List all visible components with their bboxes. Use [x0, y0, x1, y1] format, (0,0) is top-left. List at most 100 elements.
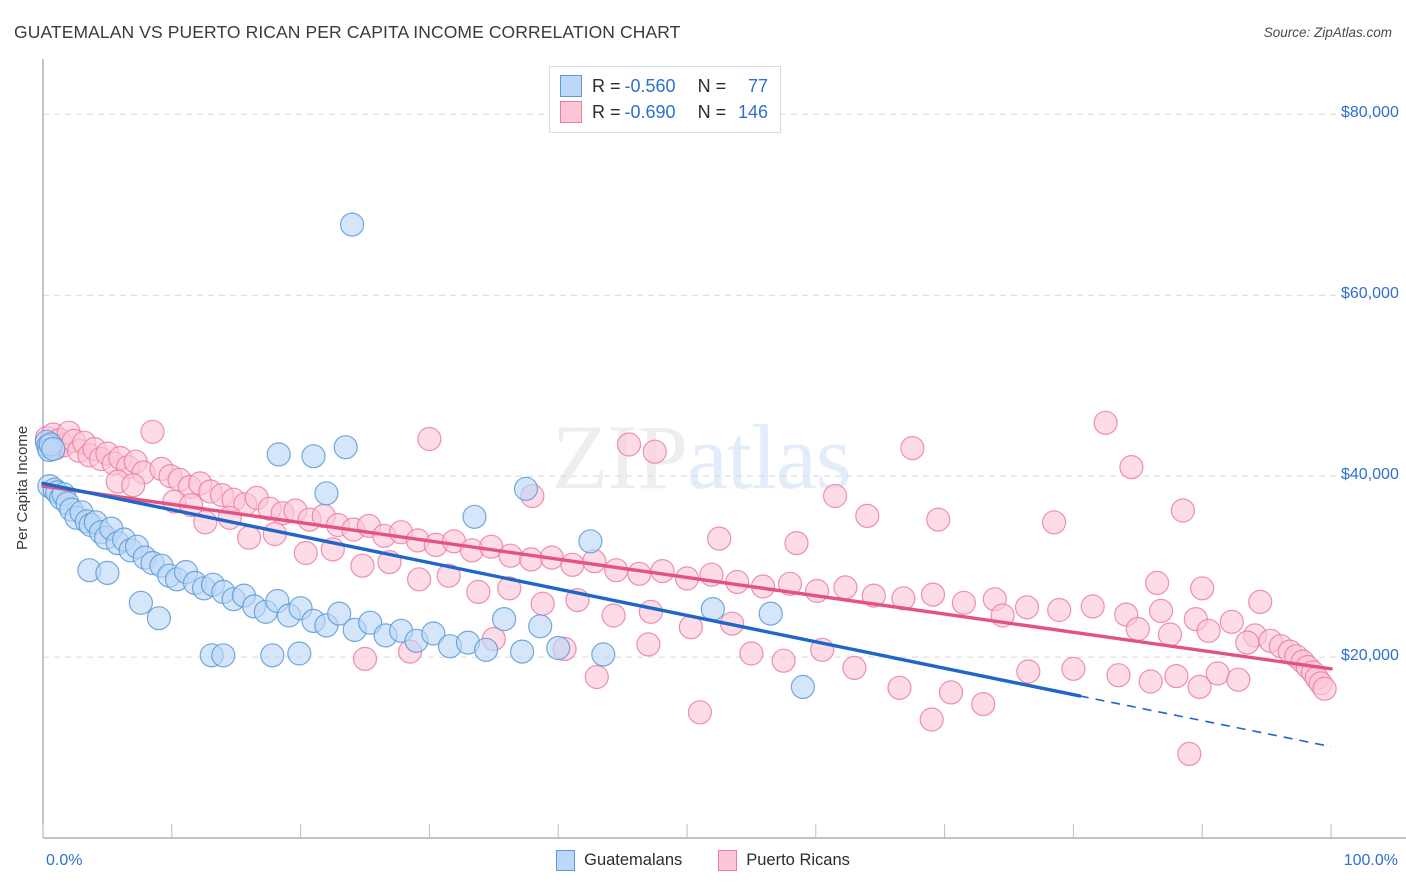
- data-point: [591, 642, 616, 667]
- data-point: [1148, 598, 1174, 624]
- n-label: N =: [697, 75, 727, 96]
- data-point: [627, 561, 652, 586]
- r-label: R =: [592, 75, 621, 96]
- data-point: [1125, 616, 1150, 642]
- data-point: [1190, 576, 1215, 601]
- data-point: [513, 476, 539, 501]
- data-point: [926, 507, 951, 532]
- data-point: [601, 603, 626, 628]
- data-point: [95, 560, 120, 586]
- data-point: [616, 432, 642, 457]
- data-point: [919, 707, 944, 732]
- data-point: [1093, 410, 1118, 435]
- y-axis-tick-label: $40,000: [1341, 466, 1399, 484]
- stats-row: R = -0.690 N = 146: [560, 99, 768, 125]
- stats-swatch-guatemalans: [560, 75, 582, 97]
- data-point: [938, 680, 964, 705]
- data-point: [900, 436, 925, 461]
- data-point: [1014, 595, 1040, 620]
- data-point: [1205, 661, 1230, 686]
- data-point: [887, 675, 912, 700]
- data-point: [1248, 589, 1273, 615]
- legend-swatch: [718, 850, 738, 871]
- data-point: [492, 606, 517, 632]
- data-point: [822, 483, 848, 509]
- scatter-series-puerto-ricans: [34, 410, 1337, 767]
- data-point: [1080, 594, 1105, 619]
- data-point: [771, 648, 796, 673]
- data-point: [352, 646, 378, 672]
- data-point: [350, 553, 375, 578]
- legend-entry-guatemalans[interactable]: Guatemalans: [556, 850, 682, 871]
- data-point: [333, 435, 358, 460]
- data-point: [700, 596, 725, 622]
- data-point: [498, 543, 523, 568]
- data-point: [421, 621, 446, 646]
- data-point: [1138, 669, 1163, 694]
- data-point: [211, 643, 236, 668]
- data-point: [301, 444, 326, 469]
- data-point: [528, 614, 553, 639]
- data-point: [462, 504, 487, 529]
- r-value: -0.690: [624, 101, 676, 122]
- data-point: [804, 578, 830, 604]
- r-value: -0.560: [624, 75, 676, 96]
- data-point: [1187, 674, 1212, 700]
- data-point: [758, 601, 783, 626]
- legend-entry-puerto-ricans[interactable]: Puerto Ricans: [718, 850, 850, 871]
- data-point: [1144, 570, 1170, 596]
- data-point: [1170, 498, 1196, 523]
- trend-line-puerto-ricans: [41, 484, 1333, 671]
- data-point: [920, 582, 946, 607]
- data-point: [650, 558, 675, 584]
- data-point: [340, 212, 365, 237]
- data-point: [474, 637, 499, 662]
- data-point: [951, 590, 977, 615]
- data-point: [638, 599, 664, 624]
- data-point: [636, 632, 661, 657]
- x-axis-max-label: 100.0%: [1343, 852, 1398, 869]
- data-point: [1177, 741, 1202, 767]
- data-point: [707, 526, 732, 551]
- data-point: [1196, 618, 1221, 643]
- n-value: 146: [738, 101, 769, 122]
- stats-row: R = -0.560 N = 77: [560, 73, 768, 99]
- data-point: [128, 590, 153, 615]
- data-point: [687, 700, 713, 725]
- data-point: [1047, 597, 1072, 623]
- n-value: 77: [748, 75, 769, 96]
- n-label: N =: [697, 101, 727, 122]
- data-point: [530, 591, 555, 616]
- data-point: [509, 639, 535, 664]
- data-point: [1164, 663, 1189, 689]
- legend-swatch: [556, 850, 576, 871]
- legend-label: Guatemalans: [584, 851, 683, 869]
- data-point: [260, 643, 285, 668]
- data-point: [417, 426, 442, 452]
- x-axis-min-label: 0.0%: [46, 852, 83, 869]
- data-point: [293, 540, 318, 566]
- page-title: GUATEMALAN VS PUERTO RICAN PER CAPITA IN…: [14, 22, 681, 42]
- data-point: [790, 674, 816, 700]
- data-point: [519, 547, 544, 572]
- stats-swatch-puerto-ricans: [560, 101, 582, 123]
- data-point: [327, 601, 352, 626]
- data-point: [407, 567, 432, 592]
- data-point: [140, 419, 165, 444]
- y-axis-tick-label: $80,000: [1341, 104, 1399, 122]
- data-point: [833, 575, 858, 600]
- data-point: [971, 691, 996, 717]
- data-point: [560, 552, 585, 577]
- r-label: R =: [592, 101, 621, 122]
- data-point: [436, 563, 461, 588]
- source-attribution: Source: ZipAtlas.com: [1263, 25, 1392, 40]
- data-point: [237, 525, 262, 550]
- trend-line-guatemalans: [41, 481, 1082, 698]
- data-point: [578, 529, 603, 554]
- data-point: [41, 436, 66, 462]
- data-point: [1235, 630, 1260, 655]
- data-point: [739, 641, 764, 666]
- y-axis-tick-label: $60,000: [1341, 285, 1399, 303]
